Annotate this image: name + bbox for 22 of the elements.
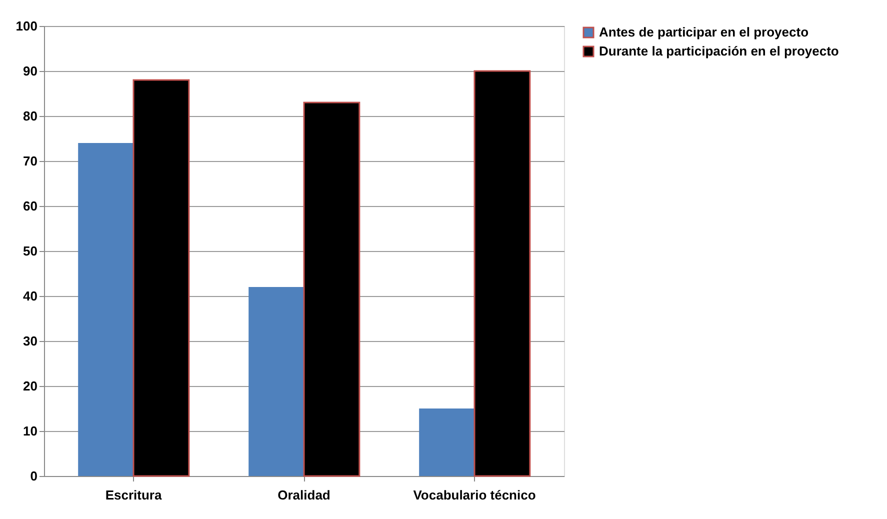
legend-label: Antes de participar en el proyecto — [599, 24, 809, 40]
y-tick-label: 70 — [23, 154, 38, 168]
y-tick-label: 80 — [23, 108, 38, 124]
x-tick-label: Vocabulario técnico — [413, 488, 536, 502]
x-tick-label: Oralidad — [278, 488, 330, 502]
bar — [132, 79, 190, 477]
bar — [419, 408, 474, 476]
y-tick-label: 90 — [23, 64, 38, 78]
y-tick-label: 10 — [23, 424, 38, 438]
y-tick-label: 60 — [23, 198, 38, 214]
y-tick-label: 100 — [16, 18, 38, 34]
y-tick-label: 20 — [23, 378, 38, 394]
y-tick-label: 30 — [23, 334, 38, 348]
bar — [78, 143, 134, 476]
y-tick-label: 40 — [23, 288, 38, 304]
bar — [303, 102, 360, 477]
y-tick-label: 50 — [23, 244, 38, 258]
legend-label: Durante la participación en el proyecto — [599, 44, 839, 58]
x-tick-label: Escritura — [105, 488, 162, 502]
bar — [248, 287, 304, 476]
y-tick-label: 0 — [30, 468, 38, 484]
bar — [474, 70, 531, 477]
